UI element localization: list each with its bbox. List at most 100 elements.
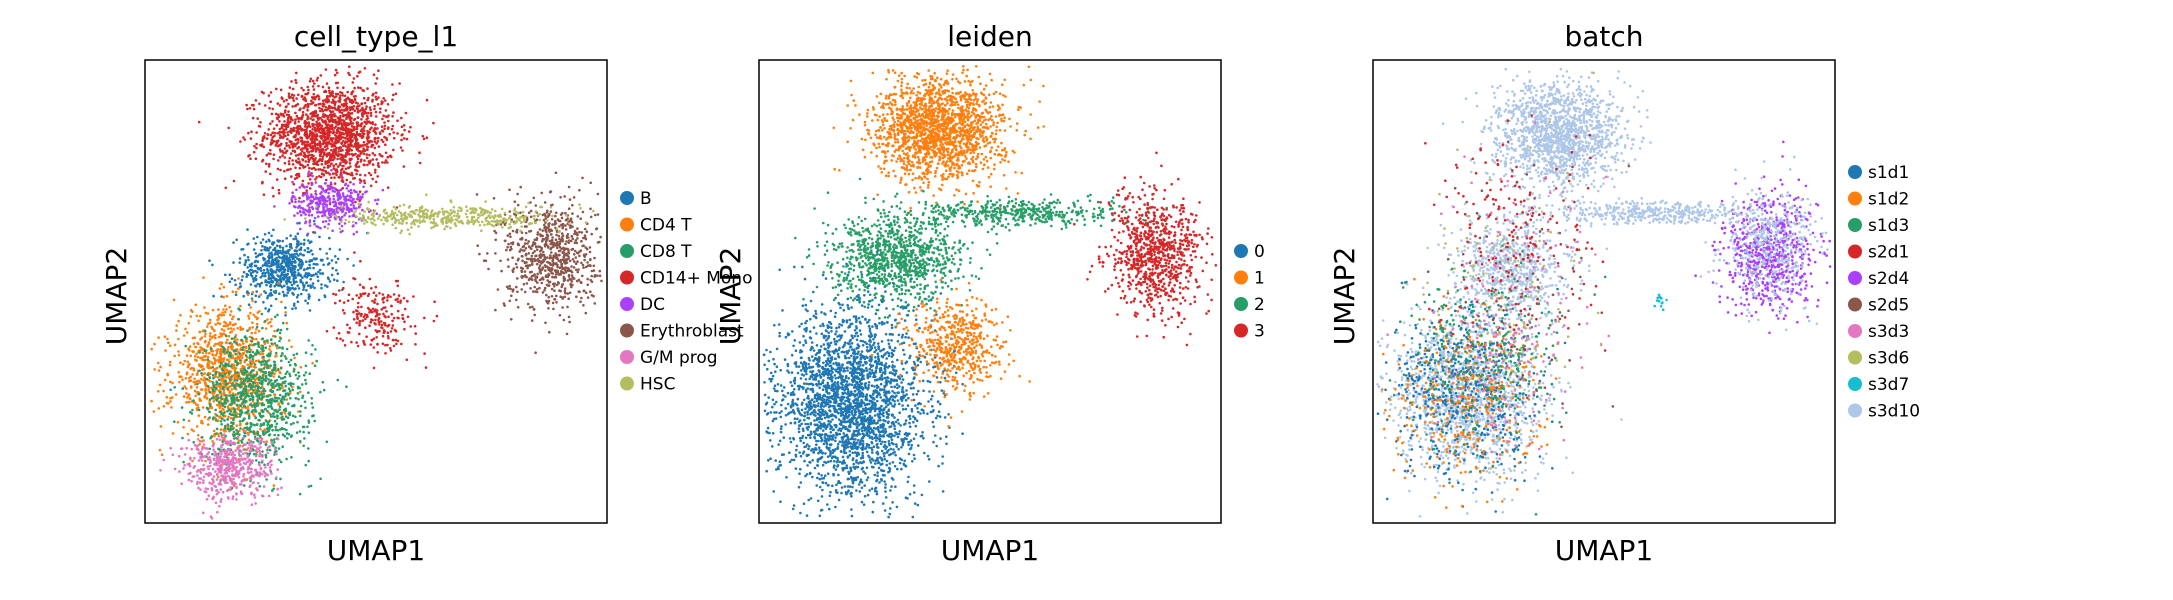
scatter-point [355,222,358,225]
scatter-point [338,203,341,206]
scatter-point [385,137,388,140]
scatter-point [299,440,302,443]
scatter-point [363,97,366,100]
scatter-point [387,120,390,123]
scatter-point [247,389,250,392]
scatter-point [187,433,190,436]
scatter-point [363,141,366,144]
scatter-point [303,141,306,144]
scatter-point [258,386,261,389]
scatter-point [231,330,234,333]
scatter-point [268,261,271,264]
scatter-point [273,153,276,156]
scatter-point [309,145,312,148]
scatter-point [297,392,300,395]
scatter-point [331,267,334,270]
scatter-point [304,120,307,123]
scatter-point [352,90,355,93]
scatter-point [283,254,286,257]
scatter-point [262,272,265,275]
scatter-point [262,356,265,359]
scatter-point [280,355,283,358]
scatter-point [298,264,301,267]
scatter-point [333,176,336,179]
scatter-point [295,154,298,157]
scatter-point [218,379,221,382]
scatter-point [318,175,321,178]
scatter-point [158,369,161,372]
scatter-point [308,170,311,173]
scatter-point [211,392,214,395]
scatter-point [271,260,274,263]
scatter-point [255,256,258,259]
scatter-point [239,309,242,312]
scatter-point [280,360,283,363]
scatter-point [150,400,153,403]
scatter-point [279,332,282,335]
scatter-point [227,423,230,426]
scatter-point [300,140,303,143]
scatter-point [255,459,258,462]
scatter-point [224,427,227,430]
scatter-point [256,117,259,120]
scatter-point [177,320,180,323]
scatter-point [326,152,329,155]
scatter-point [259,285,262,288]
scatter-point [282,433,285,436]
scatter-point [249,351,252,354]
scatter-point [349,123,352,126]
scatter-point [530,216,533,219]
scatter-point [185,377,188,380]
scatter-point [347,184,350,187]
scatter-point [212,295,215,298]
scatter-point [336,279,339,282]
scatter-point [547,307,550,310]
scatter-point [327,138,330,141]
scatter-point [160,425,163,428]
scatter-point [198,380,201,383]
scatter-point [359,174,362,177]
scatter-point [273,409,276,412]
scatter-point [214,358,217,361]
scatter-point [309,117,312,120]
scatter-point [256,236,259,239]
scatter-point [322,86,325,89]
scatter-point [244,427,247,430]
scatter-point [312,282,315,285]
scatter-point [295,250,298,253]
scatter-point [228,391,231,394]
scatter-point [390,156,393,159]
scatter-point [202,406,205,409]
scatter-point [223,412,226,415]
scatter-point [302,111,305,114]
scatter-point [301,276,304,279]
scatter-point [377,103,380,106]
scatter-point [249,107,252,110]
scatter-point [582,211,585,214]
scatter-point [370,185,373,188]
scatter-point [184,345,187,348]
scatter-point [198,121,201,124]
scatter-point [329,139,332,142]
scatter-point [374,123,377,126]
scatter-point [533,308,536,311]
scatter-point [263,269,266,272]
scatter-point [332,107,335,110]
scatter-point [366,143,369,146]
scatter-point [362,150,365,153]
scatter-point [173,386,176,389]
scatter-point [372,144,375,147]
scatter-point [224,274,227,277]
scatter-point [222,360,225,363]
scatter-point [248,395,251,398]
scatter-point [287,403,290,406]
scatter-point [311,253,314,256]
scatter-point [581,275,584,278]
scatter-point [314,104,317,107]
scatter-point [251,411,254,414]
scatter-point [294,235,297,238]
scatter-point [183,395,186,398]
scatter-point [324,226,327,229]
scatter-point [569,260,572,263]
scatter-point [247,405,250,408]
